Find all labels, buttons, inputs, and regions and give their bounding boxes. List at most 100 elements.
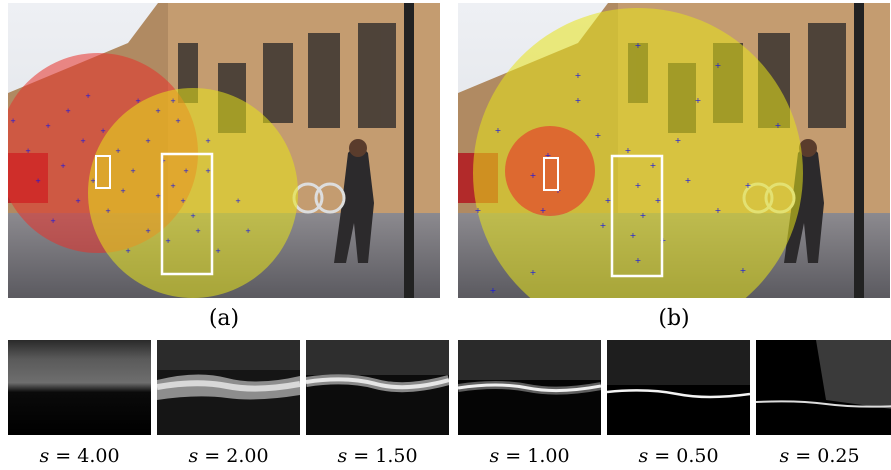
equals-sign: = bbox=[55, 445, 72, 467]
scale-thumbnail-1 bbox=[8, 340, 151, 435]
scale-thumbnail-5 bbox=[607, 340, 750, 435]
svg-text:+: + bbox=[655, 196, 662, 205]
scale-symbol: s bbox=[638, 445, 649, 467]
svg-text:+: + bbox=[165, 237, 171, 245]
scale-caption-6: s = 0.25 bbox=[748, 445, 891, 467]
svg-text:+: + bbox=[675, 136, 682, 145]
scale-thumbnail-4 bbox=[458, 340, 601, 435]
svg-text:+: + bbox=[175, 117, 181, 125]
svg-text:+: + bbox=[745, 181, 752, 190]
svg-text:+: + bbox=[215, 247, 221, 255]
svg-text:+: + bbox=[183, 167, 189, 175]
svg-text:+: + bbox=[120, 187, 126, 195]
street-scene-b: +++ +++ +++ +++ +++ +++ +++ +++ +++ +++ bbox=[458, 3, 890, 298]
svg-text:+: + bbox=[545, 151, 552, 160]
svg-text:+: + bbox=[60, 162, 66, 170]
svg-text:+: + bbox=[115, 147, 121, 155]
svg-text:+: + bbox=[635, 256, 642, 265]
yellow-region-a bbox=[88, 88, 298, 298]
svg-text:+: + bbox=[715, 206, 722, 215]
scale-thumbnail-3 bbox=[306, 340, 449, 435]
svg-text:+: + bbox=[595, 131, 602, 140]
svg-text:+: + bbox=[155, 192, 161, 200]
svg-text:+: + bbox=[135, 97, 141, 105]
svg-text:+: + bbox=[685, 176, 692, 185]
svg-text:+: + bbox=[45, 122, 51, 130]
svg-text:+: + bbox=[640, 211, 647, 220]
svg-text:+: + bbox=[575, 71, 582, 80]
svg-text:+: + bbox=[605, 196, 612, 205]
scale-value: 0.50 bbox=[676, 445, 719, 467]
scale-symbol: s bbox=[337, 445, 348, 467]
svg-text:+: + bbox=[125, 247, 131, 255]
street-scene-a: +++ +++ +++ +++ +++ +++ +++ +++ ++ + +++ … bbox=[8, 3, 440, 298]
svg-text:+: + bbox=[740, 266, 747, 275]
scale-caption-3: s = 1.50 bbox=[306, 445, 449, 467]
svg-text:+: + bbox=[205, 137, 211, 145]
svg-text:+: + bbox=[180, 197, 186, 205]
red-region-b bbox=[505, 126, 595, 216]
svg-text:+: + bbox=[715, 61, 722, 70]
scale-value: 1.50 bbox=[375, 445, 418, 467]
svg-text:+: + bbox=[650, 161, 657, 170]
svg-text:+: + bbox=[170, 97, 176, 105]
svg-text:+: + bbox=[90, 177, 96, 185]
scale-symbol: s bbox=[188, 445, 199, 467]
yellow-region-b bbox=[473, 8, 803, 298]
svg-text:+: + bbox=[475, 206, 482, 215]
equals-sign: = bbox=[654, 445, 671, 467]
scale-value: 2.00 bbox=[226, 445, 269, 467]
svg-text:+: + bbox=[80, 137, 86, 145]
svg-text:+: + bbox=[75, 197, 81, 205]
equals-sign: = bbox=[795, 445, 812, 467]
large-detection-box-a bbox=[160, 152, 214, 276]
svg-text:+: + bbox=[695, 96, 702, 105]
street-photo-panel-b: + + + + + + + + + + + + + + + + + + + + + + + + + + + + + + bbox=[458, 3, 890, 298]
svg-text:+: + bbox=[540, 206, 547, 215]
svg-text:+: + bbox=[35, 177, 41, 185]
svg-text:+: + bbox=[495, 126, 502, 135]
svg-text:+: + bbox=[575, 96, 582, 105]
svg-text:+: + bbox=[625, 146, 632, 155]
panel-label-a: (a) bbox=[208, 306, 240, 331]
svg-text:+: + bbox=[630, 231, 637, 240]
svg-text:+: + bbox=[130, 167, 136, 175]
svg-text:+: + bbox=[50, 217, 56, 225]
svg-text:+: + bbox=[25, 147, 31, 155]
svg-text:+: + bbox=[600, 221, 607, 230]
svg-text:+: + bbox=[235, 197, 241, 205]
scale-symbol: s bbox=[39, 445, 50, 467]
scale-caption-1: s = 4.00 bbox=[8, 445, 151, 467]
svg-text:+: + bbox=[635, 181, 642, 190]
small-detection-box-b bbox=[543, 157, 559, 191]
svg-text:+: + bbox=[145, 227, 151, 235]
sample-points-a: +++ +++ +++ +++ +++ +++ +++ +++ ++ + +++ … bbox=[10, 92, 251, 255]
svg-text:+: + bbox=[530, 268, 537, 277]
svg-text:+: + bbox=[105, 207, 111, 215]
small-detection-box-a bbox=[95, 155, 111, 189]
svg-text:+: + bbox=[205, 167, 211, 175]
svg-text:+: + bbox=[635, 41, 642, 50]
svg-text:+: + bbox=[155, 107, 161, 115]
scale-value: 4.00 bbox=[77, 445, 120, 467]
scale-value: 1.00 bbox=[527, 445, 570, 467]
svg-text:+: + bbox=[10, 117, 16, 125]
svg-text:+: + bbox=[190, 212, 196, 220]
svg-text:+: + bbox=[530, 171, 537, 180]
scale-value: 0.25 bbox=[817, 445, 860, 467]
svg-text:+: + bbox=[775, 121, 782, 130]
scale-thumbnail-6 bbox=[756, 340, 891, 435]
svg-text:+: + bbox=[490, 286, 497, 295]
svg-text:+: + bbox=[100, 127, 106, 135]
svg-text:+: + bbox=[85, 92, 91, 100]
scale-symbol: s bbox=[489, 445, 500, 467]
scale-caption-4: s = 1.00 bbox=[458, 445, 601, 467]
svg-text:+: + bbox=[245, 227, 251, 235]
street-photo-panel-a: + + + + + + + + + + + + + + + + + + + + + + + + + + + + + + … bbox=[8, 3, 440, 298]
scale-caption-2: s = 2.00 bbox=[157, 445, 300, 467]
svg-text:+: + bbox=[145, 137, 151, 145]
scale-caption-5: s = 0.50 bbox=[607, 445, 750, 467]
equals-sign: = bbox=[204, 445, 221, 467]
scale-thumbnail-2 bbox=[157, 340, 300, 435]
large-detection-box-b bbox=[610, 154, 664, 278]
